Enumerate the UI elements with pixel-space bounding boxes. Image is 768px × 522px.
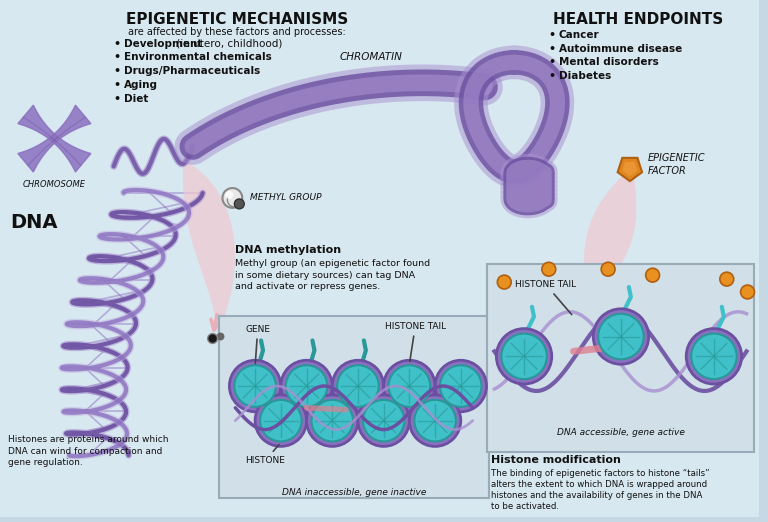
Text: CHROMATIN: CHROMATIN xyxy=(339,52,402,62)
Text: HEALTH ENDPOINTS: HEALTH ENDPOINTS xyxy=(553,12,723,27)
Text: Development: Development xyxy=(124,39,202,49)
Circle shape xyxy=(260,400,302,442)
Text: EPIGENETIC MECHANISMS: EPIGENETIC MECHANISMS xyxy=(126,12,349,27)
Text: (in utero, childhood): (in utero, childhood) xyxy=(173,39,283,49)
FancyBboxPatch shape xyxy=(219,316,489,498)
Text: •: • xyxy=(114,66,121,76)
Circle shape xyxy=(226,191,233,199)
Circle shape xyxy=(255,395,306,446)
Circle shape xyxy=(312,400,353,442)
Text: Histones are proteins around which
DNA can wind for compaction and
gene regulati: Histones are proteins around which DNA c… xyxy=(8,435,168,467)
Text: CHROMOSOME: CHROMOSOME xyxy=(23,180,86,189)
Circle shape xyxy=(230,360,281,412)
FancyBboxPatch shape xyxy=(488,264,754,453)
Circle shape xyxy=(502,334,547,379)
Polygon shape xyxy=(617,158,642,181)
Text: •: • xyxy=(549,30,556,40)
Circle shape xyxy=(646,268,660,282)
Text: •: • xyxy=(114,39,121,49)
Circle shape xyxy=(720,272,733,286)
Text: Diabetes: Diabetes xyxy=(558,72,611,81)
Text: Autoimmune disease: Autoimmune disease xyxy=(558,43,682,54)
Circle shape xyxy=(223,188,242,208)
Text: DNA inaccessible, gene inactive: DNA inaccessible, gene inactive xyxy=(282,488,426,497)
Circle shape xyxy=(207,334,217,343)
FancyArrowPatch shape xyxy=(211,314,220,330)
Circle shape xyxy=(384,360,435,412)
Circle shape xyxy=(234,199,244,209)
Circle shape xyxy=(601,262,615,276)
Circle shape xyxy=(440,365,482,407)
Text: Drugs/Pharmaceuticals: Drugs/Pharmaceuticals xyxy=(124,66,260,76)
Text: The binding of epigenetic factors to histone “tails”
alters the extent to which : The binding of epigenetic factors to his… xyxy=(492,469,710,512)
Text: Environmental chemicals: Environmental chemicals xyxy=(124,52,271,63)
Circle shape xyxy=(740,285,754,299)
Text: Mental disorders: Mental disorders xyxy=(558,57,658,67)
Text: •: • xyxy=(549,43,556,54)
Text: Diet: Diet xyxy=(124,94,148,104)
Text: HISTONE: HISTONE xyxy=(245,445,285,465)
Text: •: • xyxy=(549,72,556,81)
Circle shape xyxy=(234,365,276,407)
Text: Aging: Aging xyxy=(124,80,157,90)
Circle shape xyxy=(333,360,384,412)
Text: EPIGENETIC
FACTOR: EPIGENETIC FACTOR xyxy=(647,153,705,175)
Circle shape xyxy=(414,400,456,442)
Polygon shape xyxy=(622,162,637,176)
Polygon shape xyxy=(18,105,91,172)
Circle shape xyxy=(409,395,461,446)
Polygon shape xyxy=(183,160,235,335)
Text: are affected by these factors and processes:: are affected by these factors and proces… xyxy=(128,27,346,37)
Circle shape xyxy=(691,334,737,379)
Text: •: • xyxy=(114,80,121,90)
Text: DNA methylation: DNA methylation xyxy=(235,245,342,255)
Circle shape xyxy=(598,314,644,359)
Text: DNA accessible, gene active: DNA accessible, gene active xyxy=(557,428,685,436)
Polygon shape xyxy=(584,167,637,307)
Circle shape xyxy=(306,395,358,446)
Circle shape xyxy=(389,365,430,407)
Circle shape xyxy=(281,360,333,412)
Circle shape xyxy=(286,365,327,407)
Text: HISTONE TAIL: HISTONE TAIL xyxy=(385,322,446,362)
Circle shape xyxy=(337,365,379,407)
Text: •: • xyxy=(114,94,121,104)
FancyArrowPatch shape xyxy=(578,295,588,312)
Polygon shape xyxy=(18,105,91,172)
Text: DNA: DNA xyxy=(10,213,58,232)
Text: HISTONE TAIL: HISTONE TAIL xyxy=(515,280,576,315)
Text: Histone modification: Histone modification xyxy=(492,455,621,465)
Text: •: • xyxy=(549,57,556,67)
Circle shape xyxy=(496,329,551,384)
Circle shape xyxy=(542,262,556,276)
Circle shape xyxy=(687,329,742,384)
Text: Cancer: Cancer xyxy=(558,30,599,40)
Circle shape xyxy=(363,400,405,442)
Circle shape xyxy=(435,360,486,412)
Circle shape xyxy=(594,309,649,364)
Circle shape xyxy=(358,395,409,446)
Circle shape xyxy=(498,275,511,289)
Text: METHYL GROUP: METHYL GROUP xyxy=(250,194,322,203)
Text: Methyl group (an epigenetic factor found
in some dietary sources) can tag DNA
an: Methyl group (an epigenetic factor found… xyxy=(235,259,430,291)
Circle shape xyxy=(217,333,224,340)
Text: GENE: GENE xyxy=(245,325,270,363)
Text: •: • xyxy=(114,52,121,63)
